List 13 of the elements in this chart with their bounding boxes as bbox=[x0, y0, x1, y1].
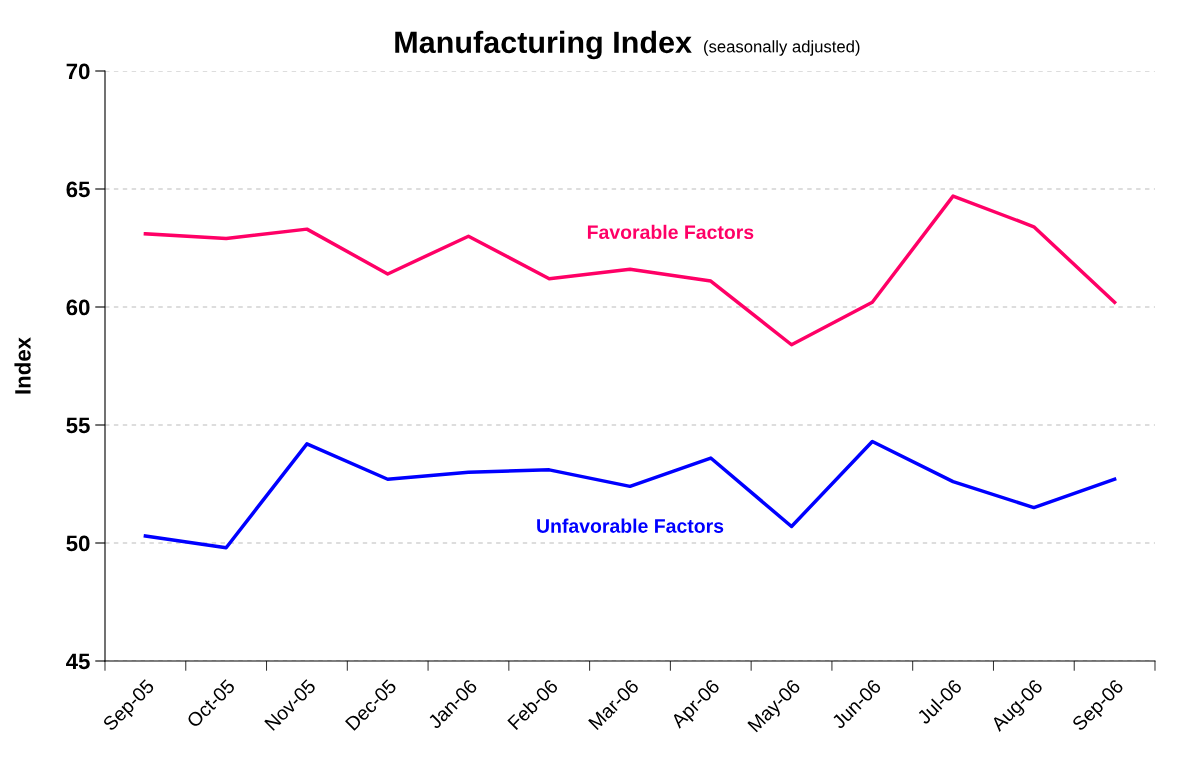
y-axis-title: Index bbox=[14, 337, 31, 394]
series-label: Unfavorable Factors bbox=[537, 518, 724, 533]
line-series bbox=[143, 194, 1117, 347]
y-tick-label: 60 bbox=[66, 299, 90, 316]
line-series bbox=[143, 439, 1117, 550]
y-tick-label: 65 bbox=[66, 181, 90, 198]
series-label: Favorable Factors bbox=[587, 224, 754, 240]
y-tick-label: 45 bbox=[66, 653, 90, 670]
y-tick-label: 70 bbox=[66, 63, 90, 80]
chart-subtitle: (seasonally adjusted) bbox=[704, 40, 860, 56]
y-tick-label: 55 bbox=[66, 417, 90, 434]
y-tick-label: 50 bbox=[66, 535, 90, 552]
chart-title: Manufacturing Index bbox=[395, 30, 692, 60]
